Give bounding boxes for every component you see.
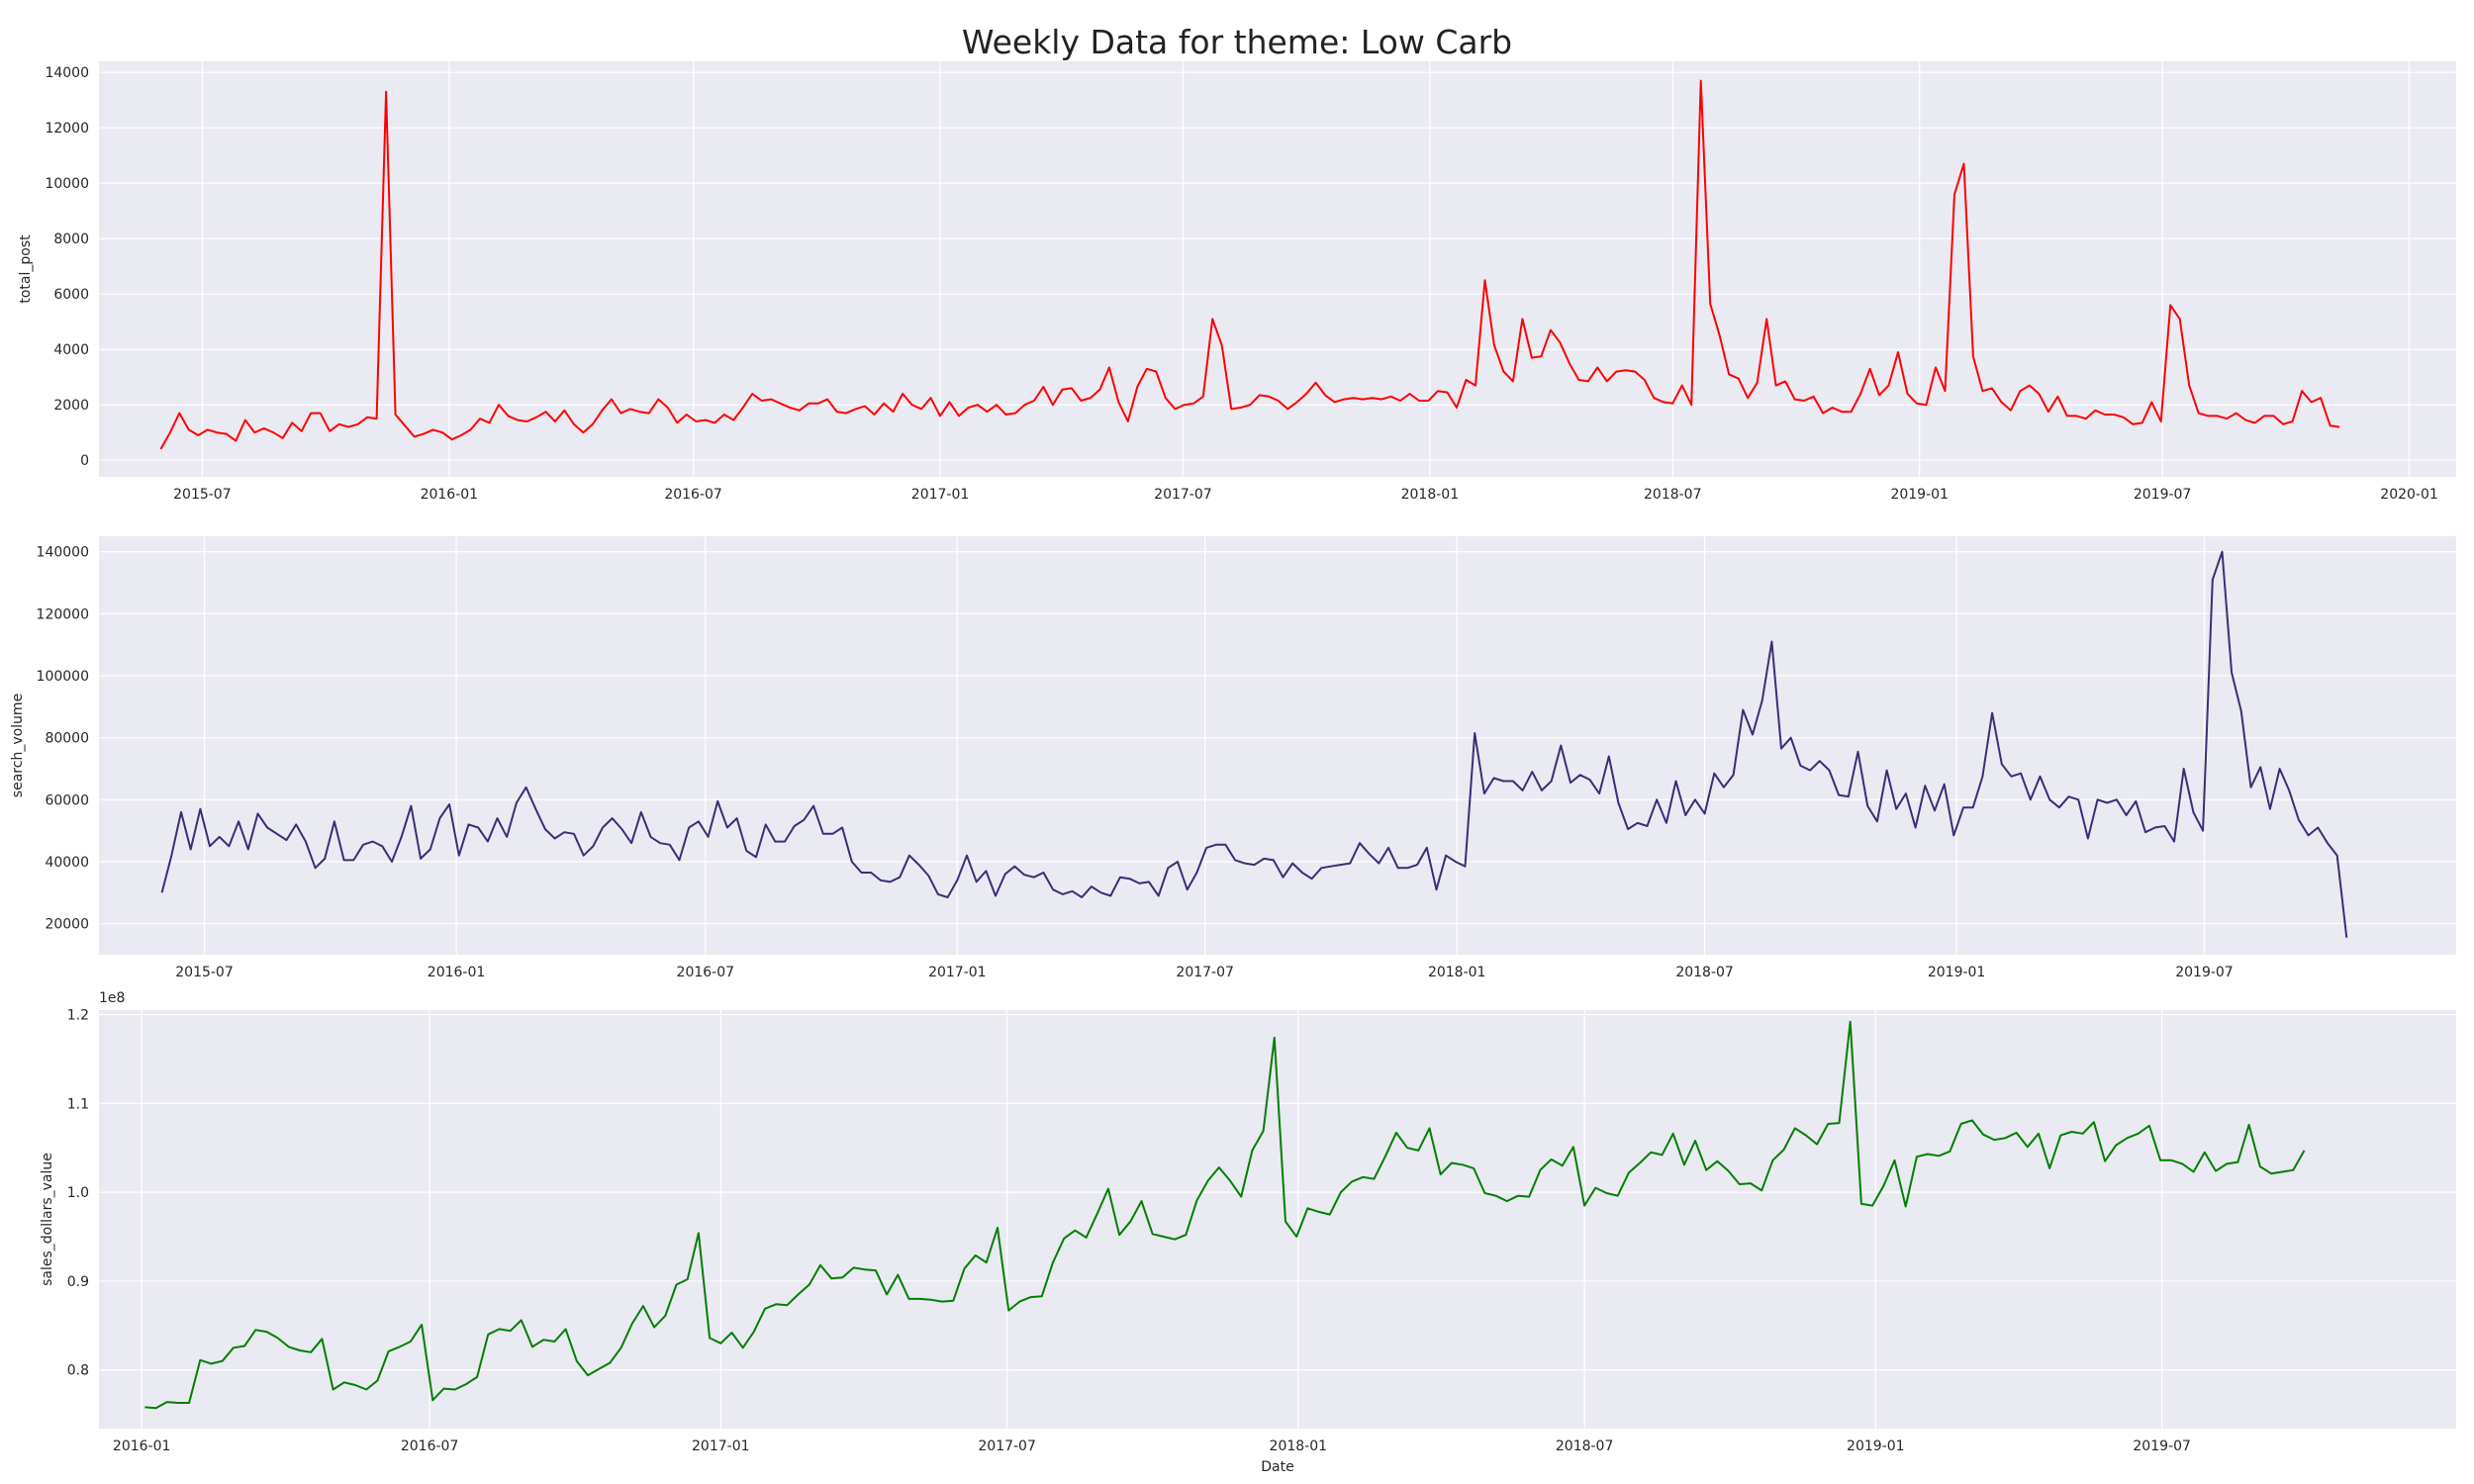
y-tick-label: 10000: [45, 176, 89, 192]
y-tick-label: 140000: [37, 545, 89, 561]
x-tick-label: 2018-01: [1401, 487, 1460, 503]
series-line-total_post: [159, 79, 2340, 450]
x-tick-label: 2019-07: [2133, 1438, 2191, 1454]
x-tick-label: 2019-07: [2134, 487, 2192, 503]
y-tick-label: 0.8: [67, 1363, 89, 1379]
x-tick-label: 2015-07: [173, 487, 232, 503]
y-axis-label: search_volume: [10, 694, 26, 797]
y-tick-label: 60000: [45, 792, 89, 808]
y-tick-label: 40000: [45, 855, 89, 871]
y-axis-label: sales_dollars_value: [40, 1153, 55, 1286]
x-tick-label: 2019-01: [1890, 487, 1949, 503]
x-tick-label: 2016-01: [113, 1438, 171, 1454]
x-tick-label: 2016-07: [401, 1438, 459, 1454]
series-line-sales_dollars_value: [144, 1020, 2306, 1410]
y-tick-label: 2000: [53, 398, 89, 414]
y-tick-label: 8000: [53, 232, 89, 247]
x-tick-label: 2018-01: [1428, 965, 1486, 980]
x-tick-label: 2015-07: [175, 965, 234, 980]
x-tick-label: 2018-07: [1644, 487, 1702, 503]
y-tick-label: 1.2: [67, 1007, 89, 1023]
plot-area: [99, 1010, 2456, 1429]
x-tick-label: 2016-01: [428, 965, 486, 980]
x-tick-label: 2017-07: [978, 1438, 1036, 1454]
x-tick-label: 2017-01: [911, 487, 970, 503]
x-tick-label: 2019-01: [1928, 965, 1986, 980]
plot-area: [99, 536, 2456, 955]
subplot-1: 2015-07 2016-01 2016-07 2017-01 2017-07 2018-…: [18, 61, 2456, 503]
y-tick-label: 100000: [37, 669, 89, 685]
x-tick-label: 2017-07: [1154, 487, 1212, 503]
y-tick-label: 20000: [45, 917, 89, 933]
x-tick-label: 2019-01: [1847, 1438, 1905, 1454]
y-tick-label: 6000: [53, 287, 89, 303]
figure-title: Weekly Data for theme: Low Carb: [962, 23, 1512, 61]
subplot-3: 2016-01 2016-07 2017-01 2017-07 2018-01 2018-…: [40, 990, 2456, 1475]
y-tick-label: 80000: [45, 731, 89, 747]
y-tick-label: 4000: [53, 342, 89, 358]
y-tick-label: 120000: [37, 606, 89, 622]
series-line-search_volume: [160, 550, 2348, 938]
x-tick-label: 2016-07: [677, 965, 735, 980]
y-axis-label: total_post: [18, 234, 34, 304]
x-tick-label: 2017-01: [928, 965, 987, 980]
y-tick-label: 1.0: [67, 1185, 89, 1201]
x-tick-label: 2016-01: [421, 487, 479, 503]
y-offset-label: 1e8: [99, 990, 125, 1006]
x-tick-label: 2020-01: [2380, 487, 2438, 503]
y-tick-label: 14000: [45, 65, 89, 81]
y-tick-label: 12000: [45, 121, 89, 137]
x-tick-label: 2016-07: [664, 487, 722, 503]
x-tick-label: 2019-07: [2175, 965, 2234, 980]
x-tick-label: 2018-07: [1675, 965, 1734, 980]
y-tick-label: 0.9: [67, 1274, 89, 1290]
subplot-2: 2015-07 2016-01 2016-07 2017-01 2017-07 2018-…: [10, 536, 2456, 980]
y-tick-label: 0: [80, 453, 89, 469]
x-tick-label: 2018-07: [1556, 1438, 1614, 1454]
x-axis-label: Date: [1261, 1459, 1293, 1475]
x-tick-label: 2018-01: [1270, 1438, 1328, 1454]
y-tick-label: 1.1: [67, 1096, 89, 1112]
x-tick-label: 2017-01: [692, 1438, 750, 1454]
x-tick-label: 2017-07: [1176, 965, 1234, 980]
